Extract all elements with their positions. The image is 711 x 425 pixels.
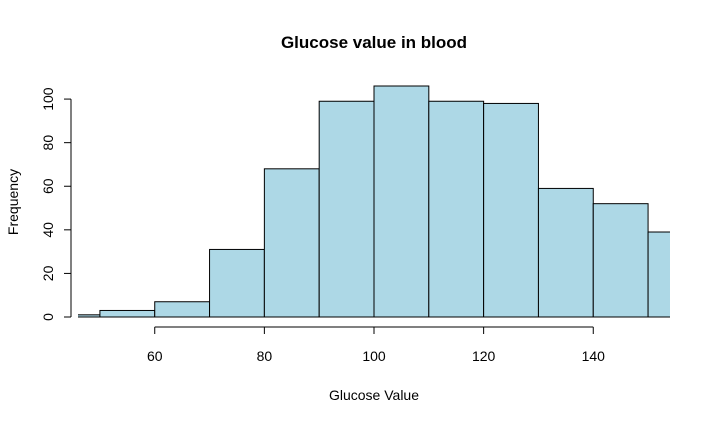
- y-tick-label: 60: [40, 178, 56, 194]
- histogram-bar: [647, 231, 670, 318]
- x-tick-label: 100: [362, 348, 386, 364]
- x-axis-label: Glucose Value: [329, 387, 419, 403]
- histogram-bar: [318, 100, 375, 318]
- histogram-bar: [154, 301, 211, 318]
- y-tick-label: 100: [40, 87, 56, 111]
- chart-title: Glucose value in blood: [281, 33, 467, 52]
- histogram-bar: [483, 102, 539, 318]
- histogram-bar: [99, 309, 156, 318]
- histogram-bar: [428, 100, 485, 318]
- histogram-bar: [263, 168, 320, 318]
- x-axis: 60 80 100 120 140: [147, 326, 606, 364]
- histogram-bar: [373, 85, 430, 318]
- x-tick-label: 80: [257, 348, 273, 364]
- histogram-bar: [592, 203, 649, 318]
- x-tick-label: 140: [582, 348, 606, 364]
- histogram-bar: [537, 187, 594, 318]
- histogram-bar: [209, 248, 265, 318]
- y-tick-label: 40: [40, 222, 56, 238]
- y-tick-label: 20: [40, 265, 56, 281]
- y-axis: 0 20 40 60 80 100: [40, 87, 72, 321]
- bars-group: [78, 85, 670, 318]
- x-tick-label: 60: [147, 348, 163, 364]
- y-axis-label: Frequency: [5, 169, 21, 235]
- y-tick-label: 0: [40, 313, 56, 321]
- x-tick-label: 120: [472, 348, 496, 364]
- y-tick-label: 80: [40, 135, 56, 151]
